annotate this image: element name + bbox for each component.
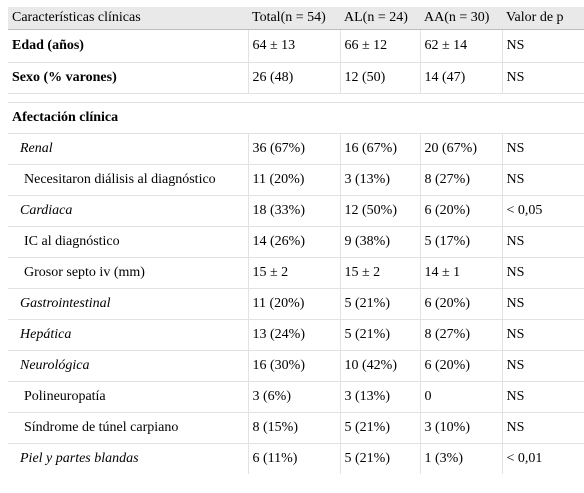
row-label: Necesitaron diálisis al diagnóstico <box>8 164 248 196</box>
cell-total: 8 (15%) <box>247 412 340 444</box>
table-row-age: Edad (años) 64 ± 13 66 ± 12 62 ± 14 NS <box>8 29 584 63</box>
cell-al: 5 (21%) <box>339 288 420 320</box>
cell-p-value: NS <box>501 381 584 413</box>
cell-p-value: < 0,01 <box>501 443 584 474</box>
table-row-polyneuropathy: Polineuropatía 3 (6%) 3 (13%) 0 NS <box>8 381 584 413</box>
row-label: Sexo (% varones) <box>8 62 248 94</box>
table-row-gastrointestinal: Gastrointestinal 11 (20%) 5 (21%) 6 (20%… <box>8 288 584 320</box>
header-aa: AA(n = 30) <box>420 7 502 30</box>
cell-total: 64 ± 13 <box>247 29 340 63</box>
table-row-ic: IC al diagnóstico 14 (26%) 9 (38%) 5 (17… <box>8 226 584 258</box>
cell-aa: 8 (27%) <box>419 164 502 196</box>
cell-al: 9 (38%) <box>339 226 420 258</box>
section-heading: Afectación clínica <box>8 102 584 134</box>
row-label: Gastrointestinal <box>8 288 248 320</box>
cell-aa: 20 (67%) <box>419 133 502 165</box>
cell-total: 26 (48) <box>247 62 340 94</box>
cell-al: 3 (13%) <box>339 381 420 413</box>
table-row-carpal-tunnel: Síndrome de túnel carpiano 8 (15%) 5 (21… <box>8 412 584 444</box>
clinical-characteristics-table: Características clínicas Total(n = 54) A… <box>8 7 584 474</box>
cell-al: 5 (21%) <box>339 443 420 474</box>
cell-p-value: NS <box>501 29 584 63</box>
table-spacer-row <box>8 93 584 103</box>
row-label: Cardiaca <box>8 195 248 227</box>
cell-total: 11 (20%) <box>247 288 340 320</box>
cell-aa: 14 ± 1 <box>419 257 502 289</box>
row-label: Renal <box>8 133 248 165</box>
cell-p-value: NS <box>501 257 584 289</box>
cell-p-value: NS <box>501 350 584 382</box>
cell-al: 5 (21%) <box>339 319 420 351</box>
header-al: AL(n = 24) <box>340 7 420 30</box>
cell-total: 3 (6%) <box>247 381 340 413</box>
cell-aa: 62 ± 14 <box>419 29 502 63</box>
cell-p-value: NS <box>501 319 584 351</box>
header-total: Total(n = 54) <box>248 7 340 30</box>
cell-aa: 5 (17%) <box>419 226 502 258</box>
row-label: Neurológica <box>8 350 248 382</box>
table-header-row: Características clínicas Total(n = 54) A… <box>8 7 584 30</box>
row-label: Grosor septo iv (mm) <box>8 257 248 289</box>
cell-p-value: NS <box>501 288 584 320</box>
cell-p-value: NS <box>501 412 584 444</box>
cell-total: 6 (11%) <box>247 443 340 474</box>
table-row-dialysis: Necesitaron diálisis al diagnóstico 11 (… <box>8 164 584 196</box>
cell-p-value: NS <box>501 164 584 196</box>
spacer-cell <box>8 93 584 103</box>
cell-total: 15 ± 2 <box>247 257 340 289</box>
table-row-cardiac: Cardiaca 18 (33%) 12 (50%) 6 (20%) < 0,0… <box>8 195 584 227</box>
table-row-renal: Renal 36 (67%) 16 (67%) 20 (67%) NS <box>8 133 584 165</box>
cell-p-value: NS <box>501 226 584 258</box>
cell-total: 13 (24%) <box>247 319 340 351</box>
cell-al: 5 (21%) <box>339 412 420 444</box>
cell-aa: 8 (27%) <box>419 319 502 351</box>
cell-aa: 6 (20%) <box>419 350 502 382</box>
table-row-sex: Sexo (% varones) 26 (48) 12 (50) 14 (47)… <box>8 62 584 94</box>
cell-al: 12 (50%) <box>339 195 420 227</box>
cell-aa: 1 (3%) <box>419 443 502 474</box>
table-row-skin: Piel y partes blandas 6 (11%) 5 (21%) 1 … <box>8 443 584 474</box>
row-label: Piel y partes blandas <box>8 443 248 474</box>
cell-al: 3 (13%) <box>339 164 420 196</box>
cell-p-value: < 0,05 <box>501 195 584 227</box>
cell-p-value: NS <box>501 133 584 165</box>
cell-aa: 6 (20%) <box>419 288 502 320</box>
cell-p-value: NS <box>501 62 584 94</box>
cell-al: 10 (42%) <box>339 350 420 382</box>
cell-total: 18 (33%) <box>247 195 340 227</box>
cell-al: 12 (50) <box>339 62 420 94</box>
cell-total: 16 (30%) <box>247 350 340 382</box>
row-label: Polineuropatía <box>8 381 248 413</box>
header-characteristics: Características clínicas <box>8 7 248 30</box>
cell-total: 36 (67%) <box>247 133 340 165</box>
cell-aa: 14 (47) <box>419 62 502 94</box>
table-section-row: Afectación clínica <box>8 102 584 134</box>
cell-al: 66 ± 12 <box>339 29 420 63</box>
row-label: Síndrome de túnel carpiano <box>8 412 248 444</box>
row-label: Hepática <box>8 319 248 351</box>
cell-al: 15 ± 2 <box>339 257 420 289</box>
cell-aa: 3 (10%) <box>419 412 502 444</box>
table-row-septum: Grosor septo iv (mm) 15 ± 2 15 ± 2 14 ± … <box>8 257 584 289</box>
cell-aa: 6 (20%) <box>419 195 502 227</box>
header-p-value: Valor de p <box>502 7 584 30</box>
cell-aa: 0 <box>419 381 502 413</box>
cell-total: 11 (20%) <box>247 164 340 196</box>
cell-total: 14 (26%) <box>247 226 340 258</box>
cell-al: 16 (67%) <box>339 133 420 165</box>
row-label: Edad (años) <box>8 29 248 63</box>
row-label: IC al diagnóstico <box>8 226 248 258</box>
table-row-neurological: Neurológica 16 (30%) 10 (42%) 6 (20%) NS <box>8 350 584 382</box>
table-row-hepatic: Hepática 13 (24%) 5 (21%) 8 (27%) NS <box>8 319 584 351</box>
